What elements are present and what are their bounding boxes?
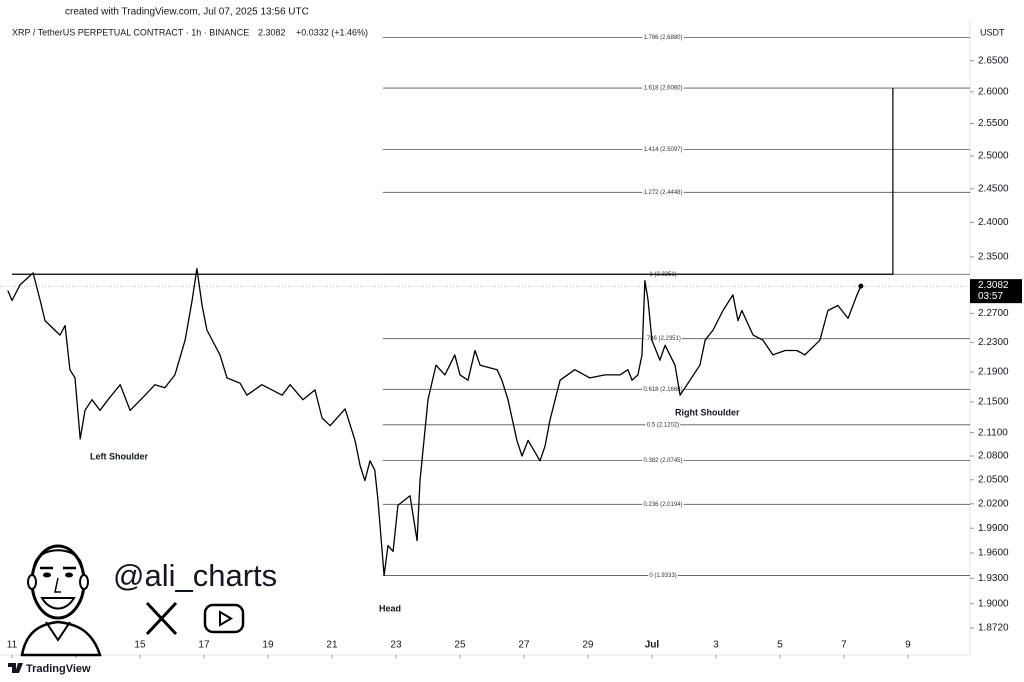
x-tick-label: 7	[841, 640, 847, 651]
youtube-icon	[203, 603, 245, 634]
x-tick-label: 23	[390, 640, 402, 651]
x-icon	[145, 601, 178, 636]
y-tick-label: 1.9900	[978, 523, 1009, 534]
x-tick-label: 9	[905, 640, 911, 651]
fib-label: 0.382 (2.0745)	[643, 458, 682, 464]
x-tick-label: 17	[198, 640, 210, 651]
x-tick-label: 19	[262, 640, 274, 651]
x-tick-label: 27	[518, 640, 530, 651]
y-tick-label: 2.1100	[978, 427, 1008, 438]
symbol: XRP / TetherUS PERPETUAL CONTRACT · 1h ·…	[12, 27, 249, 37]
y-tick-label: 1.9300	[978, 573, 1009, 584]
x-tick-label: 21	[326, 640, 338, 651]
price-line	[7, 268, 862, 577]
x-tick-label: 11	[7, 640, 18, 651]
y-tick-label: 2.4500	[978, 183, 1009, 194]
avatar	[20, 544, 102, 657]
x-tick-label: 3	[713, 640, 719, 651]
tv-logo	[8, 663, 23, 673]
y-axis-label: USDT	[980, 27, 1005, 37]
y-tick-label: 1.9000	[978, 598, 1009, 609]
price-change: +0.0332 (+1.46%)	[296, 27, 368, 37]
price-tag	[970, 279, 1022, 304]
y-tick-label: 2.5500	[978, 118, 1009, 129]
last-point	[858, 283, 864, 289]
y-tick-label: 2.1500	[978, 397, 1009, 408]
price-tag-label: 2.3082	[978, 280, 1009, 291]
x-tick-label: Jul	[645, 640, 660, 651]
y-tick-label: 2.6500	[978, 55, 1009, 66]
fib-label: 1.414 (2.5097)	[643, 147, 682, 153]
y-tick-label: 1.9600	[978, 548, 1009, 559]
fib-label: 1.786 (2.6880)	[643, 35, 682, 41]
y-tick-label: 2.3500	[978, 251, 1009, 262]
created-note: created with TradingView.com, Jul 07, 20…	[65, 7, 309, 18]
fib-label: 0.236 (2.0194)	[643, 502, 682, 508]
pattern-annotation: Right Shoulder	[675, 407, 740, 417]
y-tick-label: 2.5000	[978, 150, 1009, 161]
youtube-play	[219, 610, 233, 627]
fib-label: 0 (1.9333)	[649, 573, 676, 579]
y-tick-label: 2.0200	[978, 498, 1009, 509]
fib-label: .786 (2.2351)	[645, 336, 681, 342]
y-tick-label: 2.2700	[978, 308, 1009, 319]
x-tick-label: 25	[454, 640, 466, 651]
neckline-target	[11, 88, 894, 275]
y-tick-label: 2.2300	[978, 337, 1009, 348]
fib-label: 1.272 (2.4448)	[643, 190, 682, 196]
watermark-handle: @ali_charts	[113, 558, 277, 593]
y-tick-label: 2.4000	[978, 217, 1009, 228]
pattern-annotation: Left Shoulder	[90, 451, 148, 461]
fib-label: 0.5 (2.1202)	[647, 422, 679, 428]
countdown: 03:57	[978, 291, 1003, 302]
footer-brand: TradingView	[26, 663, 91, 675]
pattern-annotation: Head	[379, 603, 401, 613]
x-tick-label: 15	[134, 640, 146, 651]
x-tick-label: 29	[582, 640, 594, 651]
y-tick-label: 2.1900	[978, 367, 1009, 378]
fib-label: 1.618 (2.6060)	[643, 86, 682, 92]
x-tick-label: 5	[777, 640, 783, 651]
y-tick-label: 2.6000	[978, 86, 1009, 97]
y-tick-label: 1.8720	[978, 623, 1009, 634]
fib-label: 0.618 (2.1668)	[643, 387, 682, 393]
last-price: 2.3082	[258, 27, 286, 37]
y-tick-label: 2.0500	[978, 474, 1009, 485]
y-tick-label: 2.0800	[978, 451, 1009, 462]
plot: 2.6500 2.6000 2.5500 2.5000 2.4500 2.4000 2.35…	[0, 34, 1009, 658]
